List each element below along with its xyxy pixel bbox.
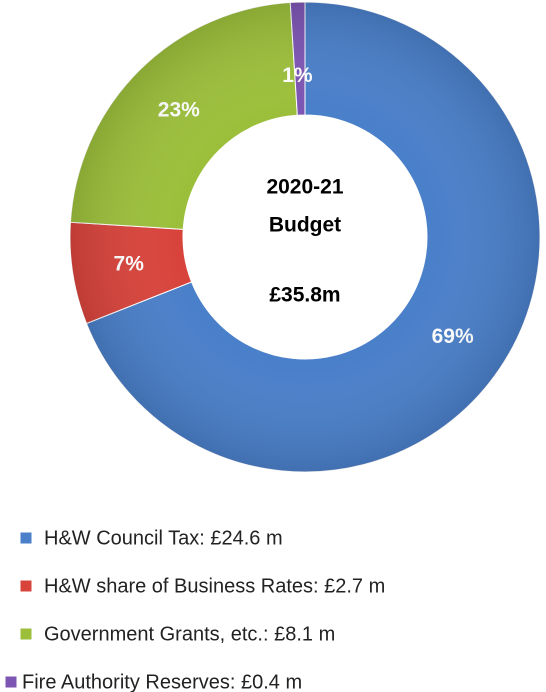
legend-label: H&W share of Business Rates: £2.7 m [44, 575, 385, 597]
center-text: 2020-21 [266, 176, 343, 199]
data-label: 1% [282, 64, 313, 87]
legend-swatch [19, 579, 33, 593]
data-label: 7% [114, 252, 145, 275]
legend-label: H&W Council Tax: £24.6 m [44, 527, 283, 549]
donut-hole [183, 115, 427, 359]
center-text: Budget [269, 214, 341, 237]
data-label: 69% [432, 325, 474, 348]
center-text: £35.8m [269, 284, 340, 307]
legend-swatch [4, 675, 18, 689]
legend-swatch [19, 627, 33, 641]
legend-label: Fire Authority Reserves: £0.4 m [22, 671, 302, 692]
legend-label: Government Grants, etc.: £8.1 m [44, 623, 335, 645]
data-label: 23% [158, 98, 200, 121]
legend-swatch [19, 531, 33, 545]
